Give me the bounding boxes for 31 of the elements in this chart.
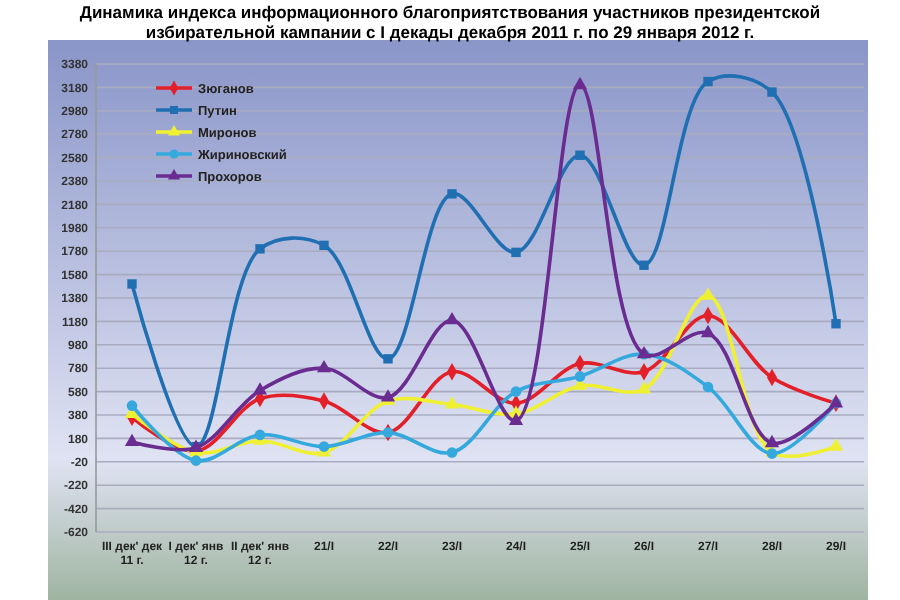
chart-title: Динамика индекса информационного благоприятствования участников президентской избирательной кампании с I декады декабря 2011 г. по 29 января 2012 г. xyxy=(79,2,821,42)
point xyxy=(444,312,460,325)
point xyxy=(700,324,716,338)
point xyxy=(636,381,652,394)
point xyxy=(252,382,268,395)
point xyxy=(575,150,585,160)
point xyxy=(319,240,329,251)
point xyxy=(383,354,393,364)
point xyxy=(508,412,524,425)
point xyxy=(572,76,588,90)
point xyxy=(316,359,332,373)
point xyxy=(702,381,714,393)
point xyxy=(447,189,457,199)
point xyxy=(190,455,202,466)
point xyxy=(639,260,649,270)
point xyxy=(255,244,265,254)
point xyxy=(318,441,330,452)
point xyxy=(511,247,521,258)
point xyxy=(700,287,716,300)
point xyxy=(574,371,586,382)
point xyxy=(828,438,844,451)
point xyxy=(446,447,458,458)
point xyxy=(444,396,460,409)
point xyxy=(703,76,713,87)
point xyxy=(831,319,841,329)
point xyxy=(764,434,780,448)
point xyxy=(127,279,137,289)
point xyxy=(126,400,138,411)
point xyxy=(510,386,522,397)
point xyxy=(124,433,140,447)
point xyxy=(767,87,777,97)
